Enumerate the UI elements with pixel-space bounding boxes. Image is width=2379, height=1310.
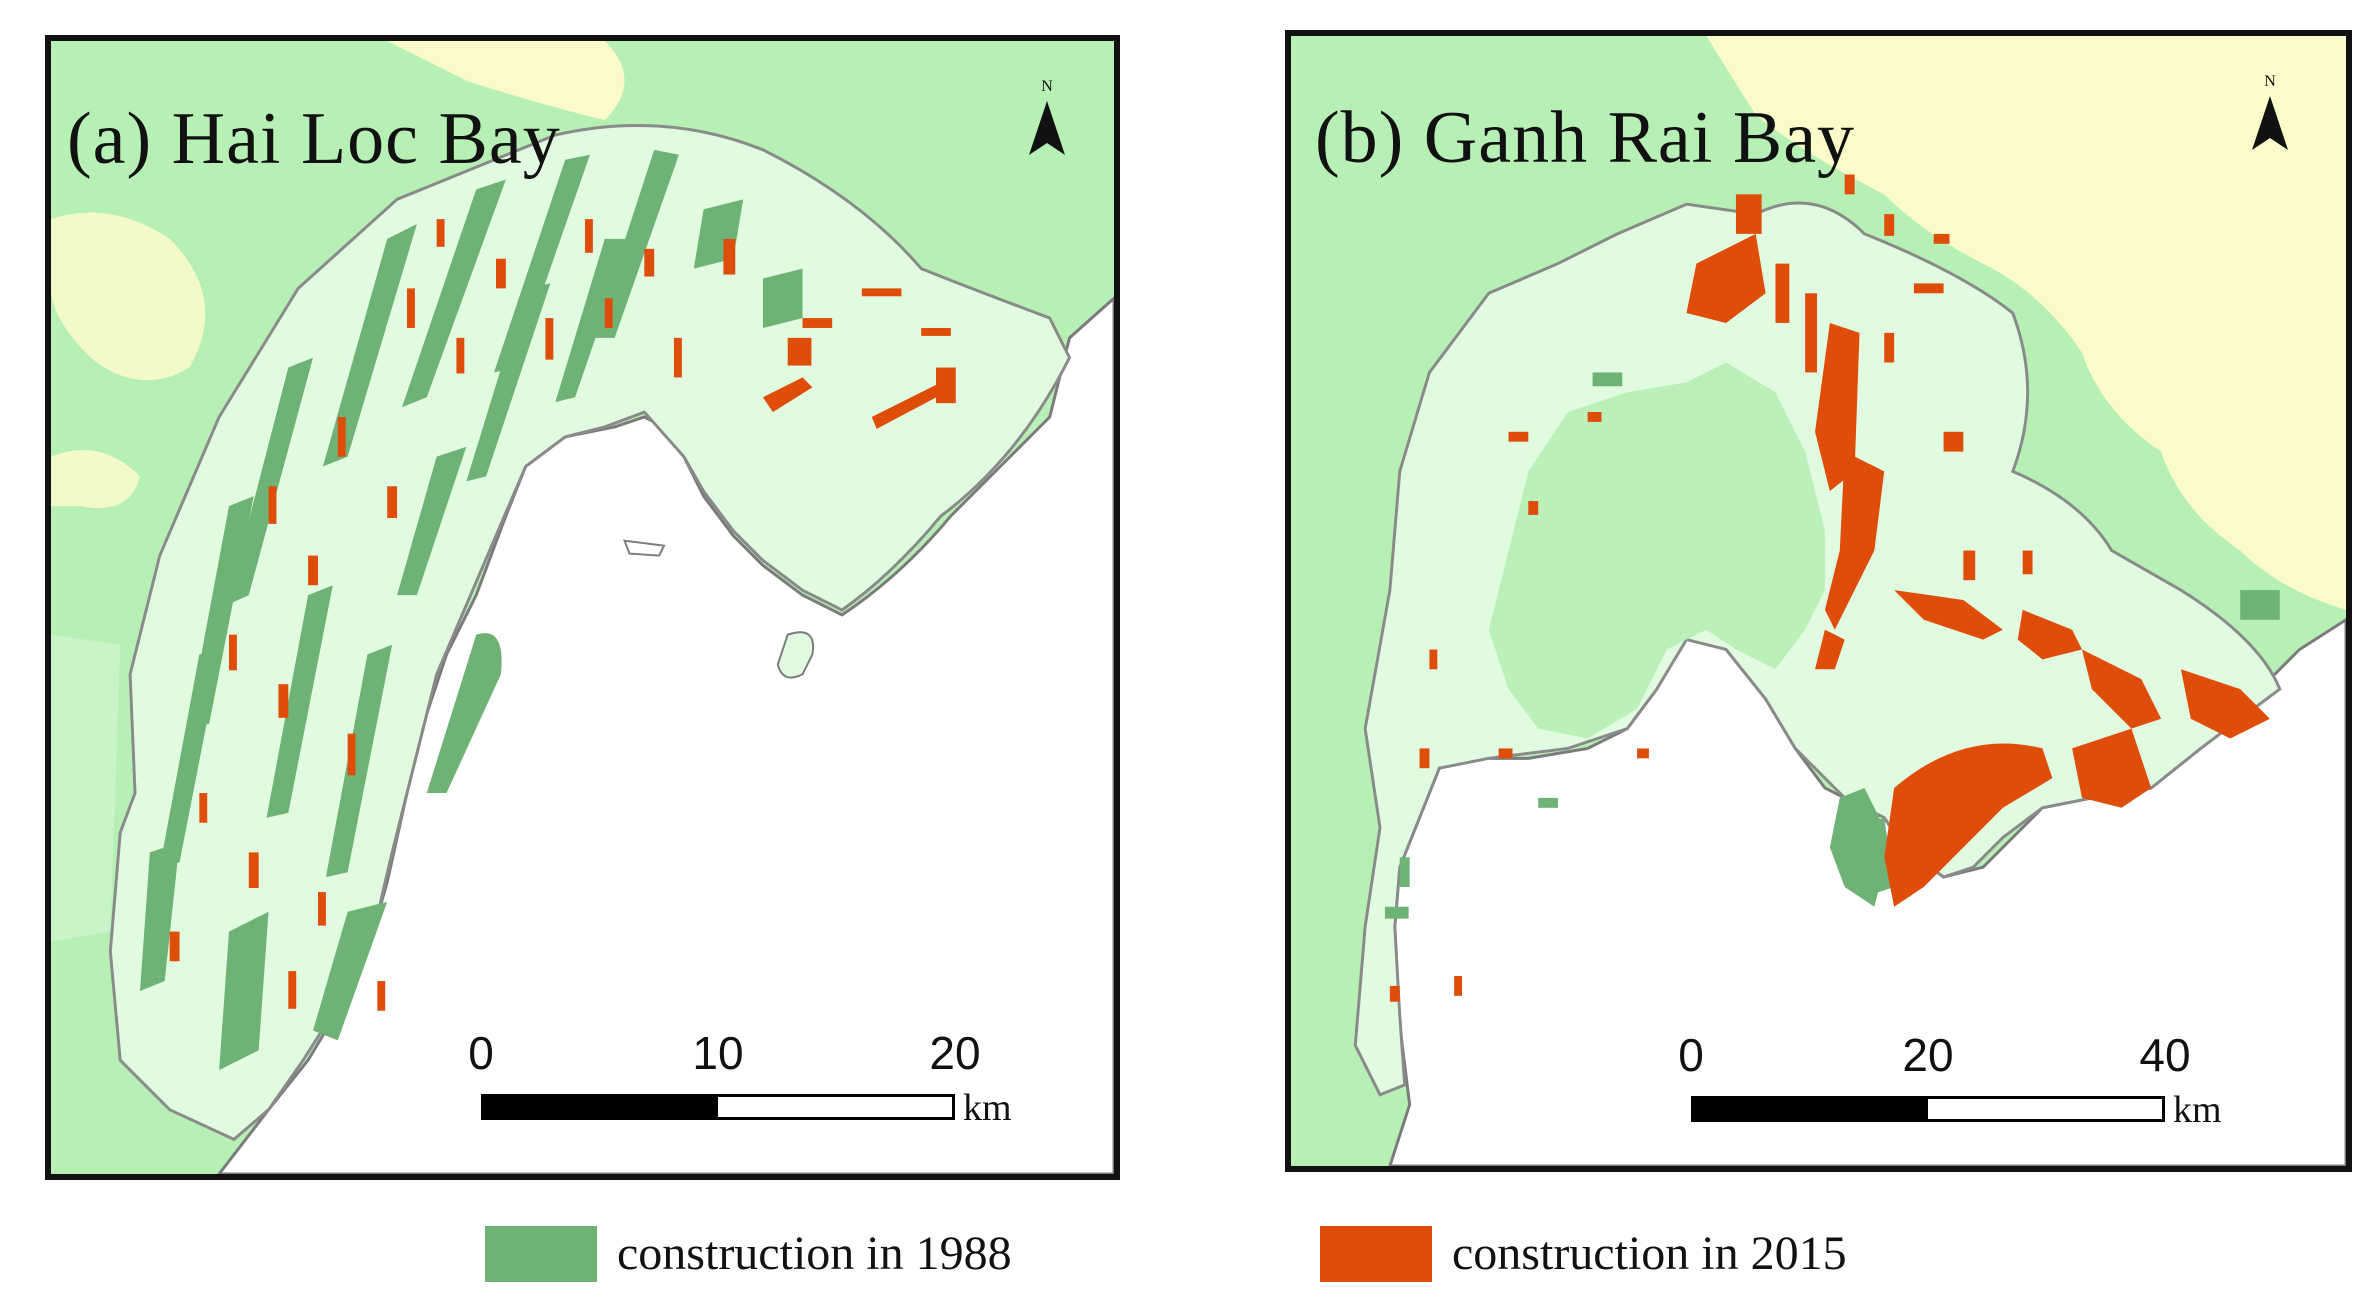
scale-tick-label: 0 (1678, 1029, 1704, 1081)
land-strip (51, 634, 121, 942)
north-label: N (1041, 78, 1053, 95)
north-arrow: N (1027, 79, 1067, 169)
scale-tick-label: 10 (692, 1027, 744, 1079)
sea (217, 296, 1114, 1174)
upland-area (51, 212, 206, 381)
upland-area (387, 41, 625, 121)
construction-2015-patches (1389, 174, 2270, 1002)
north-arrow: N (2250, 74, 2290, 164)
north-arrow-icon (2252, 96, 2288, 150)
scale-tick-label: 20 (929, 1027, 981, 1079)
scale-bar-graphic (1691, 1096, 2165, 1122)
map-hai-loc-bay (51, 41, 1114, 1174)
map-panel-ganh-rai-bay: (b) Ganh Rai Bay N 0 20 40 km (1285, 30, 2352, 1172)
legend-label: construction in 1988 (617, 1227, 1012, 1280)
construction-1988-patches (1384, 372, 2280, 919)
scale-bar: 0 10 20 km (441, 1026, 1021, 1166)
map-panel-hai-loc-bay: (a) Hai Loc Bay N 0 10 20 km (45, 35, 1120, 1180)
upland-area (1706, 36, 2346, 610)
islet (776, 631, 815, 679)
scale-bar: 0 20 40 km (1651, 1028, 2231, 1166)
scale-tick-label: 40 (2139, 1029, 2191, 1081)
mangrove-forest (1488, 362, 1825, 739)
panel-title: (b) Ganh Rai Bay (1315, 97, 1856, 179)
islet (623, 539, 666, 557)
map-ganh-rai-bay (1291, 36, 2346, 1166)
north-label: N (2264, 73, 2276, 90)
legend-swatch (485, 1226, 597, 1282)
upland-area (51, 450, 140, 509)
legend-swatch (1320, 1226, 1432, 1282)
legend-label: construction in 2015 (1452, 1227, 1847, 1280)
scale-unit: km (2173, 1089, 2222, 1131)
north-arrow-icon (1029, 101, 1065, 155)
scale-tick-label: 20 (1902, 1029, 1954, 1081)
scale-tick-label: 0 (468, 1027, 494, 1079)
panel-title: (a) Hai Loc Bay (67, 98, 561, 180)
construction-2015-patches (169, 219, 956, 1011)
scale-bar-graphic (481, 1094, 955, 1120)
scale-unit: km (963, 1087, 1012, 1129)
construction-1988-patches (139, 149, 803, 1071)
